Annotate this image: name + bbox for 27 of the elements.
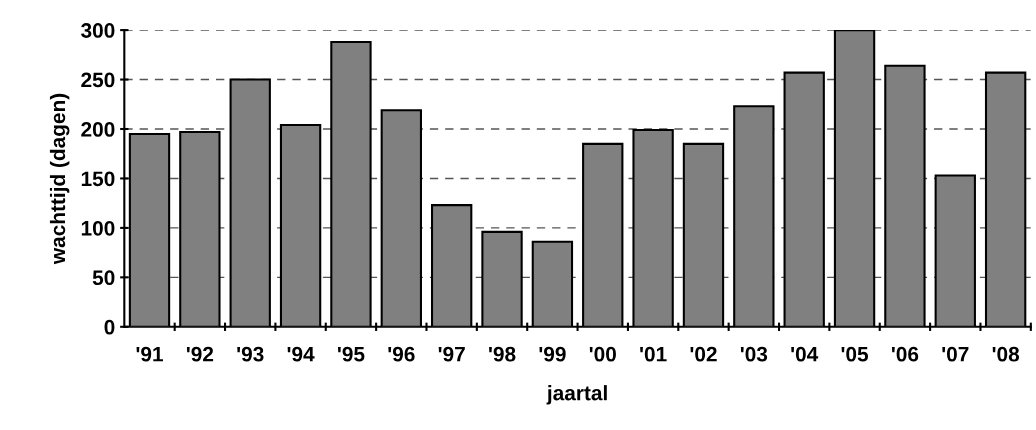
x-tick-label: '06 [891, 346, 919, 362]
x-axis-title: jaartal [546, 385, 607, 405]
x-tick-label: '03 [740, 346, 768, 362]
y-tick-label: 50 [92, 270, 115, 286]
x-tick-label: '04 [791, 346, 819, 362]
x-tick-label: '07 [942, 346, 969, 362]
x-tick-label: '93 [237, 346, 264, 362]
x-tick-label: '91 [136, 346, 163, 362]
x-tick-label: '99 [539, 346, 566, 362]
y-tick-label: 150 [81, 171, 115, 187]
x-tick-label: '01 [640, 346, 667, 362]
y-tick-label: 300 [81, 23, 115, 38]
x-tick-label: '96 [388, 346, 415, 362]
x-tick-label: '94 [287, 346, 315, 362]
x-tick-label: '00 [589, 346, 616, 362]
y-axis-title: wachttijd (dagen) [49, 93, 70, 265]
x-tick-label: '97 [438, 346, 465, 362]
x-tick-label: '98 [489, 346, 516, 362]
y-tick-label: 0 [104, 319, 115, 335]
x-tick-label: '05 [841, 346, 869, 362]
x-tick-label: '08 [992, 346, 1020, 362]
y-tick-label: 250 [81, 72, 115, 88]
y-tick-label: 200 [81, 122, 115, 137]
x-tick-label: '92 [186, 346, 214, 362]
x-tick-label: '02 [690, 346, 717, 362]
x-tick-label: '95 [337, 346, 365, 362]
y-tick-label: 100 [81, 220, 115, 236]
